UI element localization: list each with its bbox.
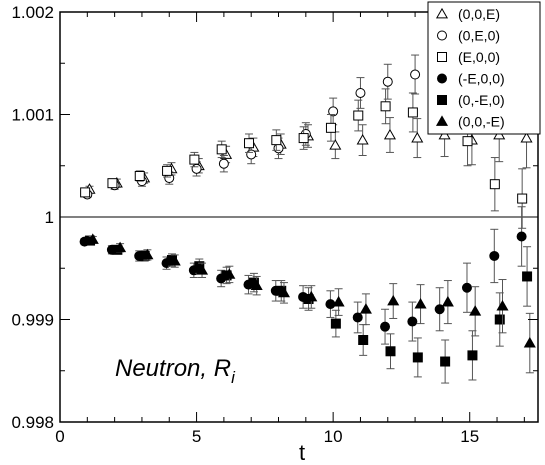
y-tick-label: 0.998	[11, 413, 54, 432]
data-point	[489, 250, 500, 261]
data-point	[191, 163, 202, 174]
x-tick-label: 15	[460, 427, 479, 446]
data-point	[494, 314, 505, 325]
data-point	[328, 106, 339, 117]
data-point	[434, 304, 445, 315]
legend-box	[427, 1, 541, 135]
legend-label: (0,0,-E)	[458, 114, 505, 130]
annotation-label: Neutron, Ri	[115, 355, 236, 387]
data-point	[380, 321, 391, 332]
data-point	[411, 131, 424, 143]
data-point	[385, 346, 396, 357]
data-point	[223, 268, 236, 279]
data-point	[218, 158, 229, 169]
data-point	[414, 297, 427, 309]
data-point	[412, 352, 423, 363]
data-point	[330, 318, 341, 329]
x-tick-label: 0	[55, 427, 64, 446]
y-tick-label: 1.002	[11, 3, 54, 22]
data-point	[273, 143, 284, 154]
legend-label: (E,0,0)	[458, 49, 500, 65]
data-point	[325, 122, 336, 133]
legend-marker	[437, 95, 447, 105]
data-point	[358, 335, 369, 345]
data-point	[359, 303, 372, 314]
data-point	[114, 241, 127, 253]
data-point	[383, 128, 396, 140]
data-point	[522, 271, 533, 282]
x-tick-label: 5	[192, 427, 201, 446]
data-point	[298, 133, 309, 144]
data-point	[305, 290, 318, 302]
data-point	[489, 179, 500, 190]
data-point	[141, 248, 154, 260]
data-point	[134, 171, 145, 181]
data-point	[355, 87, 366, 98]
data-point	[382, 76, 393, 87]
data-point	[516, 231, 527, 242]
data-point	[520, 131, 533, 143]
data-point	[410, 69, 421, 80]
x-tick-label: 10	[324, 427, 343, 446]
data-point	[216, 144, 227, 155]
data-point	[407, 316, 418, 327]
data-point	[80, 187, 91, 198]
data-point	[271, 135, 282, 146]
data-point	[356, 133, 369, 145]
data-point	[461, 282, 472, 293]
series-4	[79, 206, 527, 345]
y-tick-label: 1	[45, 208, 54, 227]
legend-marker	[435, 115, 449, 126]
data-point	[353, 110, 364, 121]
y-tick-label: 1.001	[11, 106, 54, 125]
legend-label: (0,E,0)	[458, 28, 500, 44]
data-point	[380, 101, 391, 112]
data-point	[189, 154, 200, 165]
data-point	[246, 149, 257, 160]
annotation-subscript: i	[231, 368, 236, 387]
data-point	[86, 233, 99, 244]
legend-label: (-E,0,0)	[458, 71, 505, 87]
legend-marker	[437, 30, 447, 41]
data-point	[523, 336, 536, 348]
legend-label: (0,-E,0)	[458, 92, 505, 108]
data-point	[467, 350, 478, 361]
legend-marker	[437, 52, 447, 62]
data-point	[469, 305, 482, 316]
data-point	[195, 264, 209, 275]
data-point	[462, 136, 473, 147]
data-point	[162, 165, 173, 176]
data-point	[244, 138, 255, 149]
data-point	[168, 254, 181, 266]
data-point	[325, 299, 336, 310]
data-point	[107, 178, 118, 189]
data-point	[332, 295, 345, 307]
data-point	[387, 294, 400, 306]
data-point	[441, 295, 454, 307]
data-point	[517, 193, 528, 204]
data-point	[329, 139, 342, 150]
data-point	[277, 286, 291, 298]
data-point	[407, 107, 418, 118]
y-tick-label: 0.999	[11, 311, 54, 330]
legend-label: (0,0,E)	[458, 6, 500, 22]
annotation-main: Neutron, R	[115, 355, 231, 382]
legend-marker	[435, 7, 449, 19]
data-point	[440, 356, 451, 367]
data-point	[496, 299, 509, 311]
data-point	[352, 312, 363, 323]
legend-marker	[437, 73, 447, 84]
x-axis-title: t	[299, 440, 305, 465]
data-point	[250, 279, 263, 291]
series-6	[86, 233, 536, 374]
